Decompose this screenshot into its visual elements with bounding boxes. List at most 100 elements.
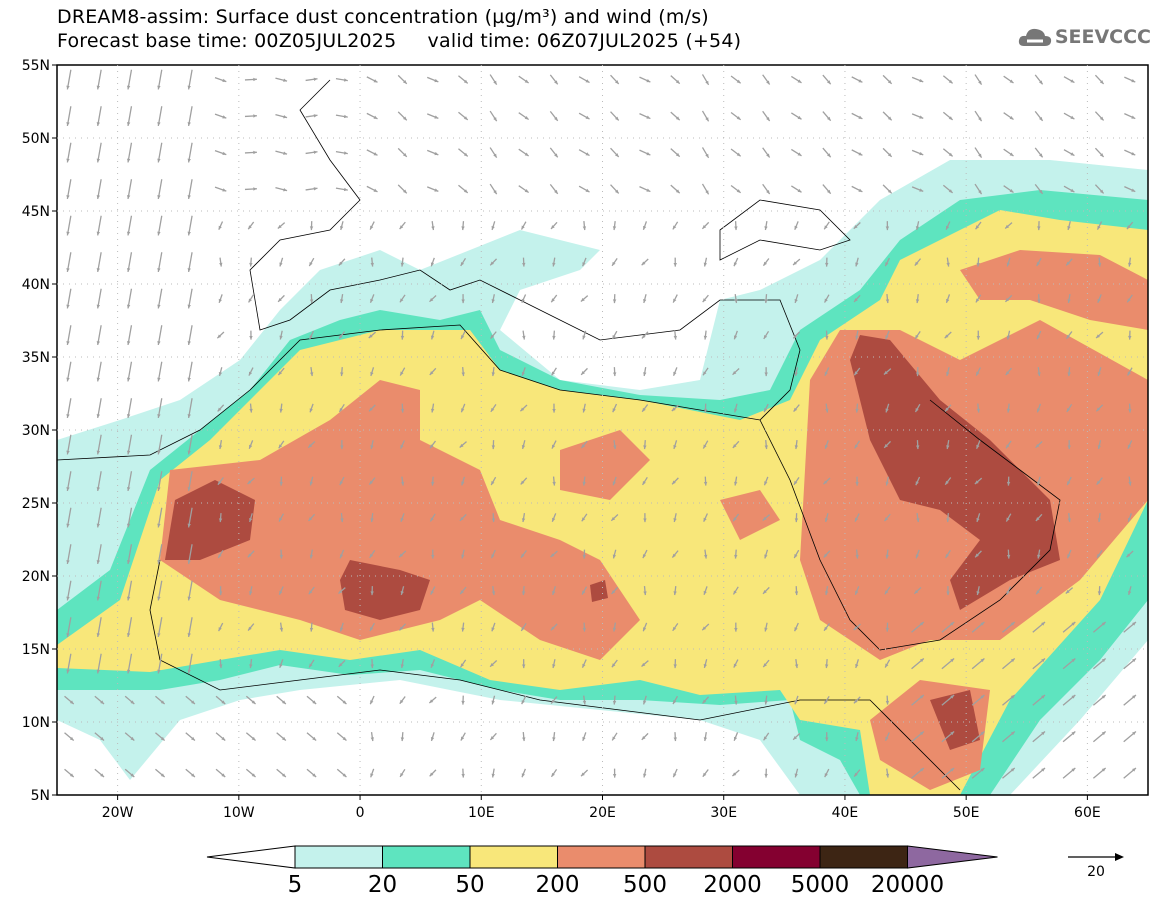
wind-arrow [368, 477, 376, 485]
wind-arrow [911, 694, 925, 706]
wind-arrow [853, 769, 861, 777]
wind-arrow [340, 367, 344, 377]
wind-arrow [853, 367, 861, 376]
wind-arrow [822, 184, 832, 195]
wind-arrow [763, 732, 770, 741]
wind-arrow [1034, 183, 1044, 195]
wind-arrow [126, 361, 133, 382]
wind-arrow [762, 659, 770, 668]
wind-arrow [1094, 147, 1105, 158]
wind-arrow [883, 368, 892, 376]
wind-arrow [671, 550, 679, 558]
wind-arrow [491, 513, 496, 523]
wind-arrow [611, 659, 618, 668]
wind-arrow [764, 768, 768, 778]
wind-arrow [366, 185, 378, 193]
wind-arrow [944, 404, 952, 412]
wind-arrow [670, 148, 681, 158]
wind-arrow [338, 258, 346, 266]
wind-arrow [1123, 694, 1137, 706]
wind-arrow [1067, 294, 1071, 304]
wind-arrow [946, 586, 950, 596]
wind-arrow [612, 367, 617, 377]
wind-arrow [611, 330, 618, 340]
wind-arrow [578, 76, 590, 84]
wind-arrow [279, 476, 283, 486]
colorbar-bin [644, 845, 733, 869]
wind-arrow [1032, 767, 1046, 779]
wind-arrow [611, 732, 618, 741]
wind-arrow [126, 106, 133, 127]
wind-arrow [884, 659, 891, 668]
wind-arrow [218, 367, 223, 377]
wind-arrow [522, 732, 526, 742]
lon-label: 10E [468, 805, 495, 821]
wind-arrow [641, 331, 649, 339]
wind-arrow [734, 695, 738, 705]
dust-500-2000 [165, 335, 1060, 750]
colorbar-label: 50 [455, 872, 484, 898]
wind-arrow [368, 331, 377, 339]
wind-arrow [64, 695, 75, 705]
wind-arrow [853, 222, 861, 230]
wind-arrow [733, 659, 739, 668]
wind-arrow [369, 294, 375, 304]
wind-arrow [339, 549, 345, 559]
wind-arrow [248, 294, 254, 303]
dust-concentration-layer [57, 160, 1148, 795]
wind-arrow [489, 258, 498, 266]
wind-arrow [489, 74, 498, 85]
wind-arrow [489, 183, 498, 195]
wind-arrow [1063, 149, 1075, 157]
wind-arrow [279, 622, 284, 632]
wind-arrow [308, 586, 315, 595]
wind-arrow [945, 294, 951, 304]
wind-arrow [305, 150, 318, 155]
wind-arrow [915, 221, 920, 231]
wind-arrow [1037, 476, 1041, 486]
wind-arrow [187, 325, 193, 346]
wind-arrow [126, 580, 133, 601]
wind-arrow [701, 221, 710, 230]
wind-arrow [157, 507, 163, 528]
wind-arrow [582, 622, 587, 632]
wind-arrow [612, 768, 617, 778]
wind-arrow [642, 622, 648, 632]
wind-arrow [611, 258, 618, 267]
wind-arrow [185, 695, 196, 705]
wind-arrow [974, 550, 982, 558]
wind-arrow [244, 114, 257, 118]
wind-arrow [461, 221, 465, 231]
wind-arrow [1123, 730, 1137, 743]
wind-arrow [490, 404, 497, 413]
wind-arrow [491, 768, 495, 778]
wind-arrow [1004, 222, 1013, 230]
wind-arrow [552, 476, 556, 486]
wind-arrow [185, 768, 196, 778]
wind-arrow [96, 142, 102, 163]
wind-arrow [642, 695, 647, 705]
wind-arrow [249, 257, 253, 267]
wind-arrow [762, 586, 770, 595]
wind-arrow [1128, 330, 1132, 340]
wind-arrow [214, 186, 227, 192]
wind-arrow [247, 623, 255, 631]
wind-arrow [971, 730, 985, 743]
wind-arrow [1063, 76, 1075, 84]
wind-arrow [155, 695, 166, 705]
wind-arrow [855, 403, 859, 413]
wind-arrow [66, 252, 72, 273]
wind-arrow [974, 147, 983, 158]
wind-arrow [66, 398, 72, 419]
wind-arrow [582, 476, 586, 486]
wind-arrow [521, 768, 526, 778]
wind-arrow [1006, 330, 1011, 340]
wind-arrow [701, 183, 710, 195]
wind-arrow [641, 660, 649, 668]
wind-arrow [974, 74, 983, 85]
wind-arrow [1002, 694, 1016, 706]
wind-arrow [946, 257, 950, 267]
wind-arrow [822, 111, 832, 122]
seevccc-logo: SEEVCCC [1018, 26, 1151, 48]
wind-arrow [429, 295, 437, 303]
